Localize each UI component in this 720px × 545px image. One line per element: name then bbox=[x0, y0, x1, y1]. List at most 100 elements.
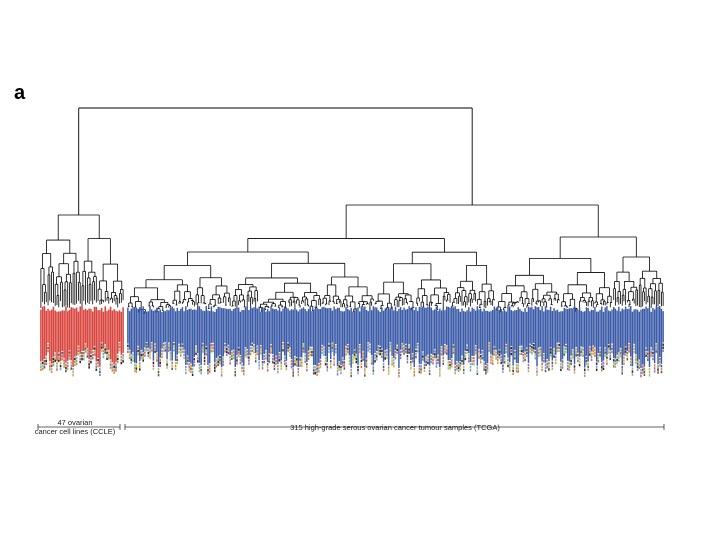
ccle-annotation-mark bbox=[91, 356, 94, 360]
tcga-annotation-mark bbox=[212, 343, 214, 347]
tcga-annotation-mark bbox=[544, 366, 547, 370]
tcga-annotation-mark bbox=[515, 364, 518, 367]
ccle-annotation-mark bbox=[90, 357, 92, 361]
tcga-annotation-mark bbox=[249, 346, 252, 350]
tcga-annotation-mark bbox=[543, 354, 545, 357]
tcga-annotation-mark bbox=[648, 374, 651, 377]
ccle-annotation-mark bbox=[120, 355, 123, 359]
tcga-annotation-mark bbox=[348, 359, 351, 363]
tcga-annotation-mark bbox=[619, 348, 622, 352]
tcga-annotation-mark bbox=[623, 356, 625, 359]
tcga-annotation-mark bbox=[568, 368, 571, 371]
tcga-annotation-mark bbox=[306, 362, 308, 366]
tcga-annotation-mark bbox=[207, 369, 209, 372]
tcga-annotation-mark bbox=[522, 353, 525, 357]
tcga-annotation-mark bbox=[618, 359, 620, 362]
tcga-annotation-mark bbox=[234, 373, 237, 377]
tcga-annotation-mark bbox=[515, 370, 518, 373]
tcga-annotation-mark bbox=[643, 370, 646, 374]
tcga-annotation-mark bbox=[236, 356, 238, 359]
ccle-annotation-mark bbox=[41, 364, 44, 368]
tcga-annotation-mark bbox=[548, 368, 550, 371]
ccle-annotation-mark bbox=[84, 347, 87, 350]
tcga-annotation-mark bbox=[166, 360, 168, 363]
ccle-annotation-mark bbox=[122, 357, 124, 360]
tcga-annotation-mark bbox=[244, 354, 247, 357]
tcga-annotation-mark bbox=[222, 363, 225, 366]
tcga-annotation-mark bbox=[333, 363, 335, 366]
tcga-annotation-mark bbox=[149, 350, 151, 353]
tcga-annotation-mark bbox=[572, 350, 574, 353]
tcga-annotation-mark bbox=[362, 352, 364, 355]
ccle-annotation-mark bbox=[88, 363, 90, 366]
tcga-annotation-mark bbox=[237, 351, 240, 354]
tcga-annotation-mark bbox=[343, 367, 346, 370]
tcga-annotation-mark bbox=[386, 353, 388, 356]
tcga-annotation-mark bbox=[271, 355, 274, 358]
ccle-annotation-mark bbox=[109, 360, 112, 363]
tcga-annotation-mark bbox=[433, 350, 436, 353]
tcga-annotation-mark bbox=[464, 357, 467, 361]
tcga-annotation-mark bbox=[265, 354, 267, 357]
tcga-annotation-mark bbox=[440, 353, 443, 356]
tcga-annotation-mark bbox=[381, 349, 383, 352]
tcga-annotation-mark bbox=[589, 347, 591, 350]
tcga-annotation-mark bbox=[142, 359, 144, 362]
ccle-annotation-mark bbox=[49, 362, 51, 365]
ccle-annotation-mark bbox=[109, 366, 112, 369]
tcga-annotation-mark bbox=[208, 364, 211, 367]
tcga-annotation-mark bbox=[575, 348, 577, 351]
tcga-annotation-mark bbox=[173, 343, 175, 346]
tcga-annotation-mark bbox=[573, 368, 576, 371]
tcga-annotation-mark bbox=[353, 356, 356, 359]
tcga-annotation-mark bbox=[652, 351, 654, 355]
tcga-annotation-mark bbox=[205, 353, 208, 356]
tcga-annotation-mark bbox=[140, 353, 143, 357]
tcga-annotation-mark bbox=[302, 347, 305, 350]
tcga-annotation-mark bbox=[430, 357, 433, 361]
tcga-annotation-mark bbox=[454, 365, 456, 369]
tcga-annotation-mark bbox=[314, 365, 317, 369]
tcga-annotation-mark bbox=[289, 351, 291, 355]
tcga-annotation-mark bbox=[633, 347, 635, 351]
tcga-annotation-mark bbox=[341, 364, 344, 367]
tcga-annotation-mark bbox=[176, 355, 179, 359]
tcga-annotation-mark bbox=[415, 352, 417, 356]
tcga-annotation-mark bbox=[650, 351, 652, 354]
tcga-annotation-mark bbox=[531, 346, 533, 349]
tcga-annotation-mark bbox=[299, 361, 301, 364]
tcga-annotation-mark bbox=[635, 361, 637, 364]
tcga-annotation-mark bbox=[382, 365, 385, 369]
ccle-annotation-mark bbox=[66, 361, 69, 365]
ccle-annotation-mark bbox=[90, 360, 92, 364]
tcga-annotation-mark bbox=[294, 360, 296, 363]
tcga-annotation-mark bbox=[580, 347, 583, 350]
tcga-annotation-mark bbox=[251, 349, 254, 353]
tcga-annotation-mark bbox=[519, 349, 521, 353]
tcga-annotation-mark bbox=[406, 358, 409, 361]
tcga-annotation-mark bbox=[285, 367, 288, 371]
tcga-annotation-mark bbox=[309, 353, 312, 357]
ccle-annotation-mark bbox=[63, 359, 65, 362]
tcga-annotation-mark bbox=[243, 366, 245, 370]
tcga-annotation-mark bbox=[493, 347, 496, 350]
tcga-annotation-mark bbox=[391, 357, 393, 360]
tcga-annotation-mark bbox=[517, 370, 520, 373]
tcga-annotation-mark bbox=[433, 353, 436, 356]
tcga-annotation-mark bbox=[539, 354, 542, 357]
tcga-annotation-mark bbox=[653, 364, 656, 367]
tcga-annotation-mark bbox=[495, 354, 497, 357]
tcga-annotation-mark bbox=[439, 368, 441, 371]
tcga-annotation-mark bbox=[236, 359, 238, 362]
tcga-annotation-mark bbox=[224, 350, 226, 353]
tcga-annotation-mark bbox=[181, 344, 184, 347]
tcga-annotation-mark bbox=[219, 356, 221, 359]
tcga-annotation-mark bbox=[461, 359, 463, 363]
tcga-annotation-mark bbox=[471, 359, 473, 363]
ccle-annotation-mark bbox=[57, 359, 60, 362]
tcga-annotation-mark bbox=[406, 355, 409, 358]
tcga-annotation-mark bbox=[585, 356, 588, 360]
tcga-annotation-mark bbox=[408, 348, 410, 351]
tcga-annotation-mark bbox=[241, 363, 243, 367]
tcga-annotation-mark bbox=[602, 361, 605, 364]
